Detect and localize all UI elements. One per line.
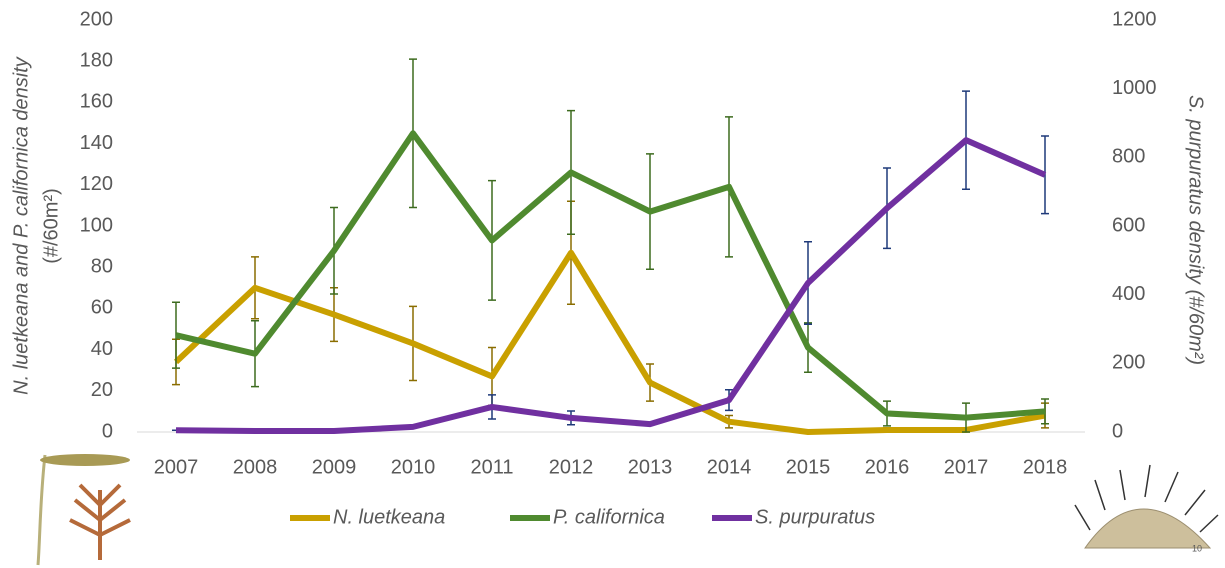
y-axis-label-line: N. luetkeana and P. californica density: [10, 56, 32, 395]
y-axis-label: N. luetkeana and P. californica density …: [10, 56, 62, 395]
y-tick-label: 200: [80, 8, 113, 30]
x-tick-label: 2010: [391, 456, 436, 478]
y-tick-label: 120: [80, 173, 113, 195]
x-tick-label: 2017: [944, 456, 989, 478]
y2-tick-label: 200: [1112, 352, 1145, 374]
y-tick-label: 80: [91, 255, 113, 277]
y-tick-label: 20: [91, 379, 113, 401]
legend-label: N. luetkeana: [333, 506, 445, 528]
legend-label: S. purpuratus: [755, 506, 875, 528]
legend-label: P. californica: [553, 506, 665, 528]
page-number: 10: [1192, 543, 1202, 553]
y2-tick-label: 600: [1112, 214, 1145, 236]
y-tick-label: 40: [91, 338, 113, 360]
series-line: [175, 137, 1047, 434]
x-tick-label: 2008: [233, 456, 278, 478]
y2-tick-label: 400: [1112, 283, 1145, 305]
urchin-illustration: [1074, 464, 1219, 549]
error-bar: [1041, 135, 1049, 215]
series-line: [173, 249, 1046, 435]
y-tick-label: 140: [80, 132, 113, 154]
y2-tick-label: 1000: [1112, 77, 1157, 99]
y-tick-label: 0: [102, 420, 113, 442]
y-tick-label: 100: [80, 214, 113, 236]
x-tick-label: 2007: [154, 456, 199, 478]
y2-tick-label: 800: [1112, 146, 1145, 168]
y-tick-label: 160: [80, 91, 113, 113]
x-tick-label: 2011: [470, 456, 513, 478]
y-tick-label: 180: [80, 49, 113, 71]
y2-axis-label: S. purpuratus density (#/60m²): [1185, 95, 1207, 365]
kelp-illustration: [36, 454, 131, 566]
x-tick-label: 2018: [1023, 456, 1068, 478]
series-line: [175, 130, 1046, 421]
x-tick-label: 2014: [707, 456, 752, 478]
y-axis-label-line: (#/60m²): [40, 188, 62, 264]
x-tick-label: 2016: [865, 456, 910, 478]
x-tick-label: 2015: [786, 456, 831, 478]
y2-tick-label: 0: [1112, 420, 1123, 442]
x-tick-label: 2012: [549, 456, 594, 478]
y2-tick-label: 1200: [1112, 8, 1157, 30]
x-tick-label: 2009: [312, 456, 357, 478]
x-tick-label: 2013: [628, 456, 673, 478]
y-tick-label: 60: [91, 297, 113, 319]
